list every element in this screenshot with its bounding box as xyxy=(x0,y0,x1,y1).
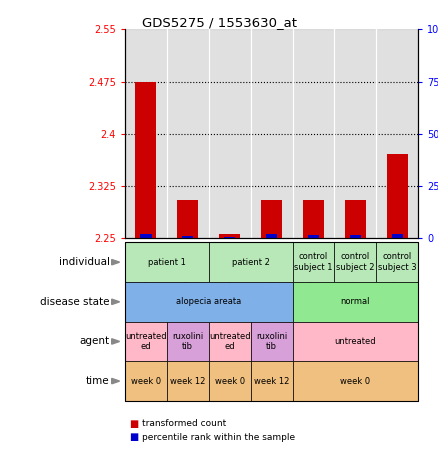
Text: week 12: week 12 xyxy=(170,376,205,386)
Text: untreated
ed: untreated ed xyxy=(125,332,166,351)
Text: ■: ■ xyxy=(129,419,138,429)
Text: untreated
ed: untreated ed xyxy=(209,332,251,351)
Bar xyxy=(208,29,251,238)
Text: week 0: week 0 xyxy=(131,376,161,386)
Text: control
subject 1: control subject 1 xyxy=(294,252,333,272)
Text: alopecia areata: alopecia areata xyxy=(176,297,241,306)
Text: individual: individual xyxy=(59,257,110,267)
Bar xyxy=(251,29,293,238)
Text: week 12: week 12 xyxy=(254,376,289,386)
Bar xyxy=(387,154,408,238)
Text: control
subject 2: control subject 2 xyxy=(336,252,374,272)
Text: patient 1: patient 1 xyxy=(148,258,186,267)
Text: week 0: week 0 xyxy=(340,376,371,386)
Bar xyxy=(182,236,194,238)
Bar xyxy=(266,234,277,238)
Bar xyxy=(392,234,403,238)
Bar xyxy=(350,235,361,238)
Text: transformed count: transformed count xyxy=(142,419,226,428)
Text: untreated: untreated xyxy=(335,337,376,346)
Bar xyxy=(219,234,240,238)
Text: disease state: disease state xyxy=(40,297,110,307)
Bar xyxy=(261,200,282,238)
Bar xyxy=(303,200,324,238)
Bar xyxy=(135,82,156,238)
Text: agent: agent xyxy=(79,337,110,347)
Bar xyxy=(224,237,235,238)
Text: week 0: week 0 xyxy=(215,376,245,386)
Text: ruxolini
tib: ruxolini tib xyxy=(172,332,203,351)
Text: ■: ■ xyxy=(129,432,138,442)
Text: control
subject 3: control subject 3 xyxy=(378,252,417,272)
Bar xyxy=(345,200,366,238)
Text: patient 2: patient 2 xyxy=(232,258,269,267)
Bar xyxy=(376,29,418,238)
Text: ruxolini
tib: ruxolini tib xyxy=(256,332,287,351)
Bar xyxy=(308,235,319,238)
Bar xyxy=(177,200,198,238)
Bar xyxy=(125,29,167,238)
Bar xyxy=(140,234,152,238)
Bar xyxy=(167,29,208,238)
Text: GDS5275 / 1553630_at: GDS5275 / 1553630_at xyxy=(141,16,297,29)
Bar xyxy=(293,29,335,238)
Text: time: time xyxy=(86,376,110,386)
Bar xyxy=(335,29,376,238)
Text: normal: normal xyxy=(341,297,370,306)
Text: percentile rank within the sample: percentile rank within the sample xyxy=(142,433,296,442)
